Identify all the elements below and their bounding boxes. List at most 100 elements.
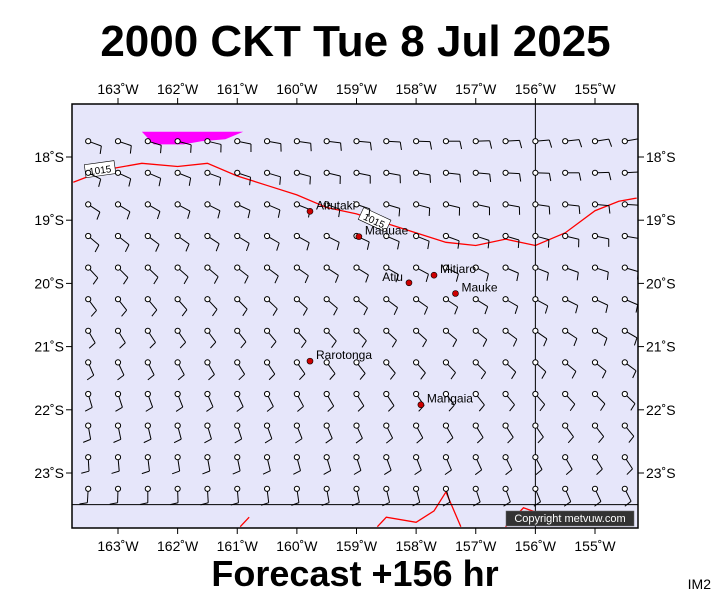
- wind-barb: [113, 422, 122, 443]
- wind-barb: [591, 296, 609, 314]
- wind-barb: [472, 485, 481, 507]
- wind-barb: [591, 169, 612, 181]
- wind-barb: [234, 327, 247, 349]
- places-layer: Aitutaki Manuae Mitiaro Atiu Mauke Rarotonga M…: [306, 198, 498, 409]
- wind-barb: [383, 264, 399, 283]
- lon-tick-label: 155˚W: [574, 81, 616, 97]
- wind-barb: [442, 390, 455, 412]
- wind-barb: [353, 390, 365, 412]
- isobar-label: 1015: [83, 160, 117, 178]
- lon-tick-label: 156˚W: [515, 538, 557, 554]
- wind-barb: [204, 201, 221, 219]
- lon-tick-label: 155˚W: [574, 538, 616, 554]
- wind-barb: [383, 138, 402, 151]
- wind-barb: [532, 232, 550, 248]
- wind-barb: [532, 359, 547, 379]
- wind-barb: [591, 454, 603, 475]
- wind-barb: [204, 232, 220, 252]
- wind-barb: [109, 485, 122, 505]
- wind-barb: [263, 390, 274, 412]
- lat-tick-label: 22˚S: [34, 402, 64, 418]
- wind-barb: [502, 264, 519, 282]
- place-label: Atiu: [382, 270, 403, 284]
- wind-barb: [621, 485, 632, 507]
- wind-barb: [562, 201, 581, 215]
- lat-tick-label: 20˚S: [34, 275, 64, 291]
- wind-barb: [472, 454, 483, 476]
- place-dot: [430, 271, 438, 279]
- wind-barb-layer: [79, 138, 638, 507]
- wind-barb: [502, 232, 520, 249]
- wind-barb: [323, 296, 338, 316]
- wind-barb: [204, 169, 222, 186]
- wind-barb: [442, 264, 459, 282]
- lon-tick-label: 156˚W: [515, 81, 557, 97]
- wind-barb: [291, 485, 300, 506]
- wind-barb: [114, 169, 132, 187]
- wind-barb: [144, 138, 162, 154]
- wind-barb: [114, 296, 128, 317]
- wind-barb: [234, 390, 244, 412]
- wind-barb: [562, 327, 578, 347]
- wind-barb: [472, 232, 490, 249]
- wind-barb: [383, 201, 401, 217]
- lat-tick-label: 20˚S: [646, 275, 676, 291]
- place-label: Manuae: [365, 224, 409, 238]
- lat-tick-label: 18˚S: [646, 149, 676, 165]
- wind-barb: [383, 422, 394, 444]
- wind-barb: [383, 390, 395, 412]
- lon-tick-label: 163˚W: [97, 81, 139, 97]
- wind-barb: [260, 485, 271, 506]
- wind-barb: [323, 138, 342, 151]
- wind-barb: [114, 232, 130, 253]
- wind-barb: [442, 296, 459, 315]
- wind-barb: [111, 454, 122, 474]
- wind-barb: [263, 422, 273, 444]
- wind-barb: [171, 454, 181, 475]
- wind-barb: [323, 201, 341, 218]
- wind-barb: [79, 485, 92, 505]
- lon-tick-label: 157˚W: [455, 538, 497, 554]
- wind-barb: [353, 138, 372, 151]
- wind-barb: [85, 169, 102, 187]
- wind-barb: [174, 327, 187, 349]
- wind-barb: [621, 264, 638, 280]
- wind-barb: [591, 359, 607, 379]
- wind-barb: [532, 138, 553, 148]
- wind-barb: [139, 485, 151, 505]
- wind-barb: [174, 201, 191, 219]
- wind-barb: [263, 327, 277, 349]
- wind-barb: [413, 327, 428, 348]
- wind-barb: [85, 327, 96, 349]
- wind-barb: [413, 138, 433, 150]
- wind-barb: [323, 359, 336, 380]
- wind-barb: [293, 232, 310, 251]
- lon-tick-label: 159˚W: [336, 538, 378, 554]
- wind-barb: [234, 201, 251, 219]
- wind-barb: [591, 138, 613, 147]
- wind-barb: [174, 359, 185, 381]
- wind-barb: [383, 232, 400, 250]
- wind-barb: [321, 485, 330, 507]
- wind-barb: [413, 264, 429, 283]
- wind-barb: [562, 359, 577, 379]
- wind-barb: [413, 201, 431, 217]
- wind-barb: [144, 296, 158, 317]
- wind-barb: [323, 327, 337, 348]
- wind-barb: [562, 169, 582, 181]
- wind-barb: [263, 359, 276, 381]
- lat-tick-label: 21˚S: [34, 339, 64, 355]
- lon-tick-label: 159˚W: [336, 81, 378, 97]
- wind-barb: [353, 359, 366, 380]
- wind-barb: [144, 390, 154, 412]
- wind-barb: [442, 454, 452, 476]
- wind-barb: [562, 390, 576, 412]
- wind-barb: [144, 359, 155, 381]
- wind-barb: [234, 169, 252, 186]
- wind-barb: [114, 390, 123, 412]
- wind-barb: [353, 454, 362, 475]
- lon-tick-label: 158˚W: [396, 538, 438, 554]
- wind-barb: [174, 138, 192, 153]
- wind-barb: [591, 327, 608, 346]
